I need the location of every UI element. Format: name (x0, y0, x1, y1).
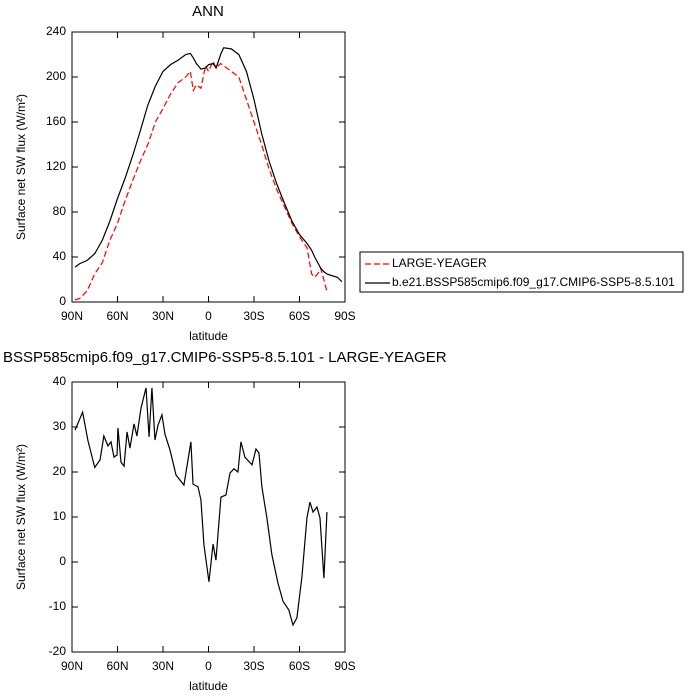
x-tick-label: 0 (205, 309, 212, 323)
x-tick-label: 60S (289, 309, 310, 323)
y-tick-label: 0 (59, 294, 66, 308)
x-tick-label: 0 (205, 659, 212, 673)
x-tick-label: 90N (61, 659, 83, 673)
x-tick-label: 30N (152, 659, 174, 673)
legend-box (359, 251, 684, 293)
y-axis-label: Surface net SW flux (W/m²) (14, 444, 28, 590)
series-line (74, 59, 328, 301)
y-axis-label: Surface net SW flux (W/m²) (14, 94, 28, 240)
chart-title: ANN (192, 3, 224, 20)
y-tick-label: -20 (49, 644, 67, 658)
legend-label: LARGE-YEAGER (392, 256, 487, 270)
y-tick-label: 240 (46, 24, 66, 38)
x-tick-label: 60S (289, 659, 310, 673)
chart-title: BSSP585cmip6.f09_g17.CMIP6-SSP5-8.5.101 … (3, 349, 447, 366)
x-axis-label: latitude (189, 329, 228, 343)
y-tick-label: 160 (46, 114, 66, 128)
legend-label: b.e21.BSSP585cmip6.f09_g17.CMIP6-SSP5-8.… (392, 275, 675, 289)
x-tick-label: 30N (152, 309, 174, 323)
x-tick-label: 90S (334, 309, 355, 323)
x-tick-label: 90S (334, 659, 355, 673)
x-tick-label: 60N (106, 659, 128, 673)
y-tick-label: 40 (53, 374, 67, 388)
y-tick-label: 10 (53, 509, 67, 523)
y-tick-label: 20 (53, 464, 67, 478)
plot-frame (71, 31, 346, 303)
y-tick-label: 120 (46, 159, 66, 173)
y-tick-label: 40 (53, 249, 67, 263)
x-tick-label: 60N (106, 309, 128, 323)
x-tick-label: 30S (243, 659, 264, 673)
y-tick-label: 30 (53, 419, 67, 433)
series-line (74, 387, 328, 627)
x-axis-label: latitude (189, 679, 228, 693)
x-tick-label: 90N (61, 309, 83, 323)
series-line (74, 47, 343, 283)
x-tick-label: 30S (243, 309, 264, 323)
y-tick-label: 0 (59, 554, 66, 568)
y-tick-label: -10 (49, 599, 67, 613)
plot-frame (71, 381, 346, 653)
y-tick-label: 80 (53, 204, 67, 218)
y-tick-label: 200 (46, 69, 66, 83)
